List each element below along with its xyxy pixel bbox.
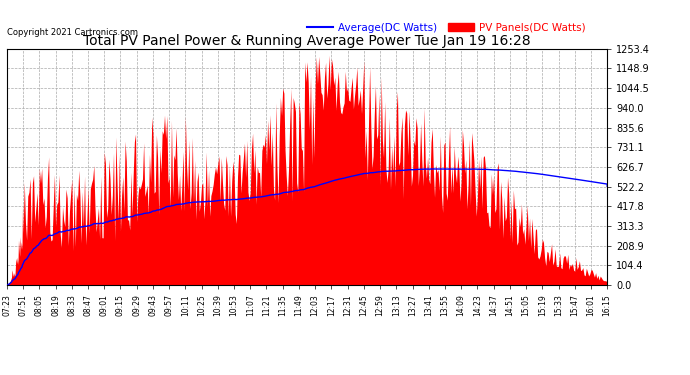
Legend: Average(DC Watts), PV Panels(DC Watts): Average(DC Watts), PV Panels(DC Watts) (303, 18, 590, 37)
Title: Total PV Panel Power & Running Average Power Tue Jan 19 16:28: Total PV Panel Power & Running Average P… (83, 34, 531, 48)
Text: Copyright 2021 Cartronics.com: Copyright 2021 Cartronics.com (7, 28, 138, 37)
